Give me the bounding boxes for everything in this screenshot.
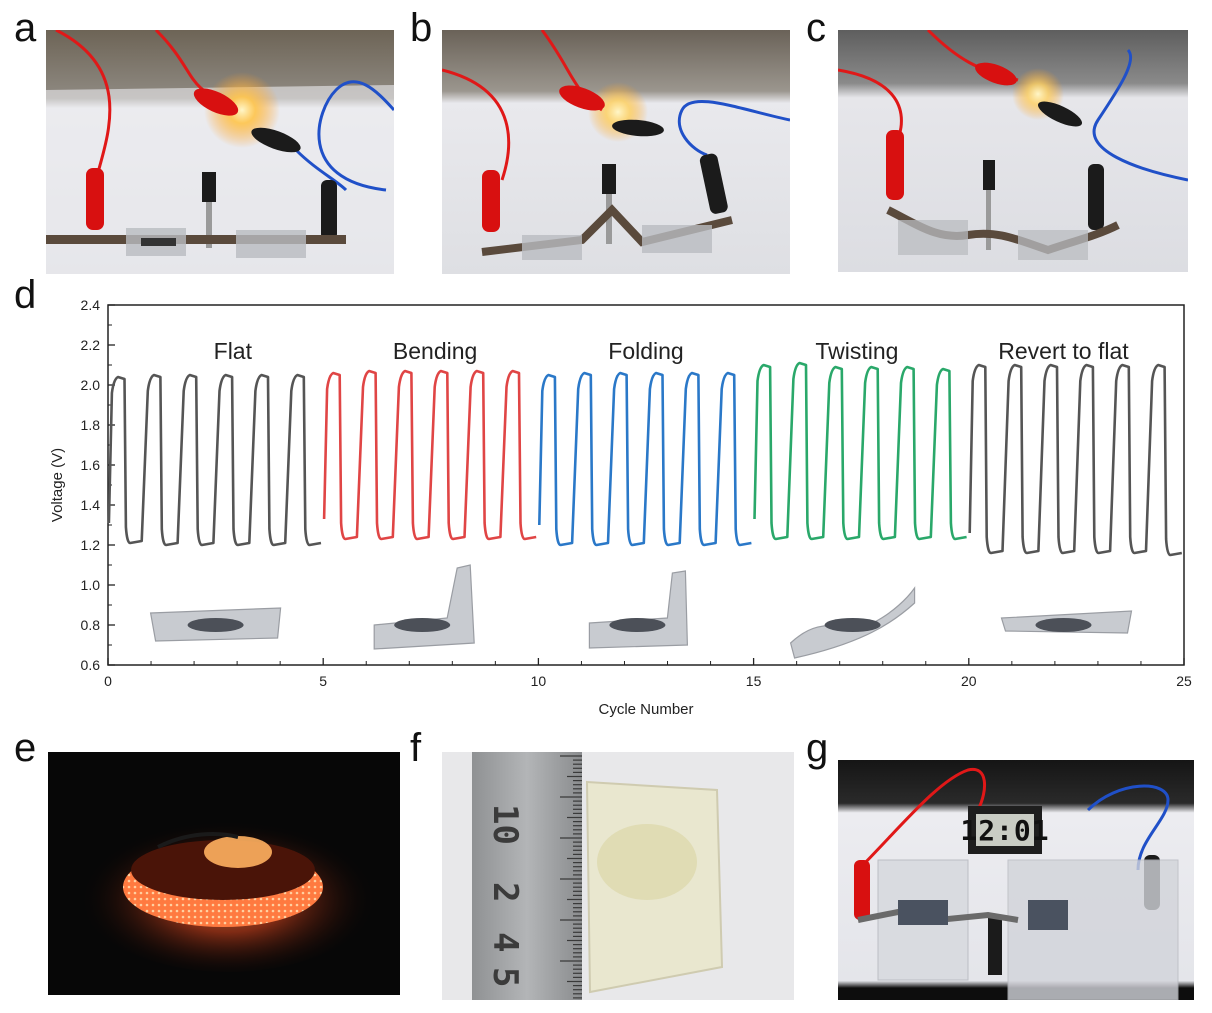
panel-letter-g: g [806,726,829,770]
chart-svg: 0 5 10 15 20 25 0.6 0.8 1.0 1.2 1.4 1.6 1.8 2.0 2.2 2.4… [49,297,1192,718]
condition-label: Bending [393,338,477,364]
y-tick-label: 0.8 [81,617,101,633]
series-line-1 [322,369,537,541]
y-tick-label: 0.6 [81,657,101,673]
series-line-2 [538,371,752,547]
y-tick-label: 1.0 [81,577,101,593]
series-line-3 [753,361,967,541]
ruler-number-5: 5 [485,967,525,987]
clock-display: 12:01 [960,814,1049,847]
photo-electrolyte-film-ruler: 10 2 4 5 [442,752,794,1000]
panel-letter-c: c [806,6,826,50]
condition-label: Revert to flat [998,338,1129,364]
panel-letter-b: b [410,6,433,50]
panel-letter-e: e [14,726,37,770]
ruler-ticks [560,755,582,999]
y-tick-label: 2.2 [81,337,101,353]
inset-battery-photo [1000,610,1133,634]
x-tick-label: 20 [961,673,977,689]
ruler-number-10: 10 [485,804,525,845]
panel-letter-f: f [410,726,422,770]
condition-label: Flat [214,338,253,364]
y-tick-label: 2.4 [81,297,101,313]
y-tick-label: 1.2 [81,537,101,553]
y-tick-label: 1.4 [81,497,101,513]
panel-letter-d: d [14,273,37,317]
series-line-4 [968,363,1183,557]
series-line-0 [107,373,322,547]
inset-battery-photo [373,564,475,650]
photo-battery-powered-clock: 12:01 [838,760,1194,1000]
voltage-cycle-chart: 0 5 10 15 20 25 0.6 0.8 1.0 1.2 1.4 1.6 1.8 2.0 2.2 2.4… [40,285,1212,730]
x-tick-label: 10 [531,673,547,689]
photo-flat-battery-led [46,30,394,274]
inset-battery-photo [588,570,689,649]
y-axis-title: Voltage (V) [49,448,66,522]
y-tick-label: 1.6 [81,457,101,473]
ruler-number-4: 4 [485,932,525,952]
ruler-number-2: 2 [485,882,525,902]
condition-label: Folding [608,338,683,364]
x-tick-label: 0 [104,673,112,689]
photo-bent-battery-led [442,30,790,274]
photo-twisted-battery-led [838,30,1188,272]
photo-glowing-wristband [48,752,400,995]
x-axis-title: Cycle Number [598,701,693,718]
x-tick-label: 15 [746,673,762,689]
x-tick-label: 5 [319,673,327,689]
y-tick-label: 1.8 [81,417,101,433]
inset-battery-photo [789,586,916,659]
inset-battery-photo [149,607,282,642]
condition-label: Twisting [815,338,898,364]
y-tick-label: 2.0 [81,377,101,393]
x-tick-label: 25 [1176,673,1192,689]
panel-letter-a: a [14,6,37,50]
